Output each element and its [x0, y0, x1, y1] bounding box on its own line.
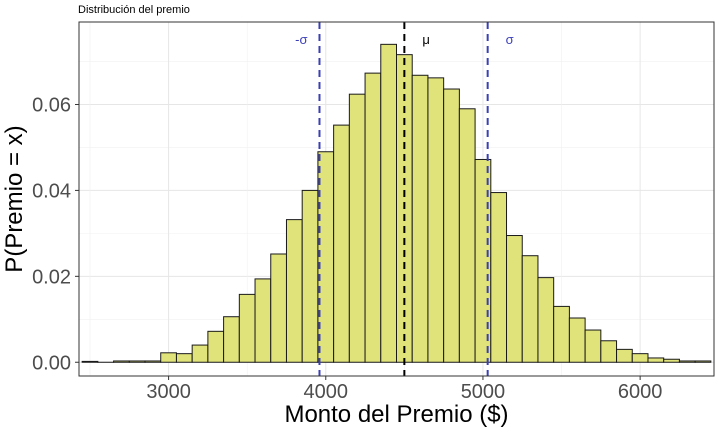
- x-tick-label: 3000: [146, 381, 191, 403]
- y-tick-label: 0.02: [32, 266, 71, 288]
- reference-lines: -σ μ σ: [295, 22, 514, 376]
- histogram-bar: [521, 255, 539, 363]
- histogram-bar: [191, 344, 209, 363]
- histogram-bar: [490, 192, 508, 363]
- chart-title: Distribución del premio: [78, 4, 190, 16]
- y-tick-label: 0.06: [32, 94, 71, 116]
- histogram-bar: [238, 293, 256, 363]
- histogram-bar: [81, 360, 99, 363]
- histogram-bar: [144, 360, 162, 363]
- x-tick-label: 6000: [618, 381, 663, 403]
- reference-line-label: σ: [506, 32, 514, 47]
- histogram-bar: [584, 329, 602, 363]
- histogram-bar: [427, 77, 445, 363]
- y-tick-label: 0.00: [32, 352, 71, 374]
- histogram-bar: [160, 352, 177, 363]
- plot-panel-border: [78, 21, 715, 377]
- histogram-bar: [348, 93, 366, 363]
- histogram-bar: [458, 108, 476, 363]
- histogram-bar: [694, 360, 712, 363]
- histogram-bar: [285, 219, 303, 363]
- histogram-bar: [207, 330, 225, 363]
- histogram-bar: [616, 348, 633, 363]
- x-tick-label: 5000: [461, 381, 506, 403]
- histogram-bar: [553, 305, 570, 363]
- histogram-bar: [128, 360, 146, 363]
- histogram-bar: [364, 72, 382, 363]
- histogram-bar: [678, 360, 696, 363]
- histogram-bar: [301, 189, 319, 363]
- axes: 0.00 0.02 0.04 0.06 3000 4000 5000 6000 Monto de…: [1, 21, 715, 428]
- x-tick-label: 4000: [304, 381, 349, 403]
- histogram-bar: [175, 353, 193, 363]
- histogram-bar: [631, 353, 649, 363]
- x-axis-title: Monto del Premio ($): [284, 401, 508, 428]
- y-axis-title: P(Premio = x): [1, 125, 28, 272]
- histogram-bar: [537, 277, 555, 363]
- y-tick-label: 0.04: [32, 180, 71, 202]
- histogram-bar: [647, 357, 665, 363]
- bars: [81, 43, 712, 363]
- histogram-bar: [380, 43, 397, 363]
- reference-line-label: -σ: [295, 32, 307, 47]
- histogram-bar: [113, 360, 130, 363]
- histogram-bar: [506, 235, 523, 363]
- histogram-bar: [568, 317, 586, 363]
- reference-line-label: μ: [422, 32, 430, 47]
- histogram-bar: [333, 124, 350, 363]
- histogram-bar: [223, 316, 240, 363]
- histogram-bar: [411, 74, 429, 363]
- histogram-bar: [474, 158, 492, 363]
- histogram-bar: [270, 253, 287, 363]
- histogram-bar: [663, 358, 680, 363]
- histogram-bar: [254, 278, 272, 363]
- histogram-bar: [600, 340, 618, 363]
- histogram-bar: [443, 88, 460, 363]
